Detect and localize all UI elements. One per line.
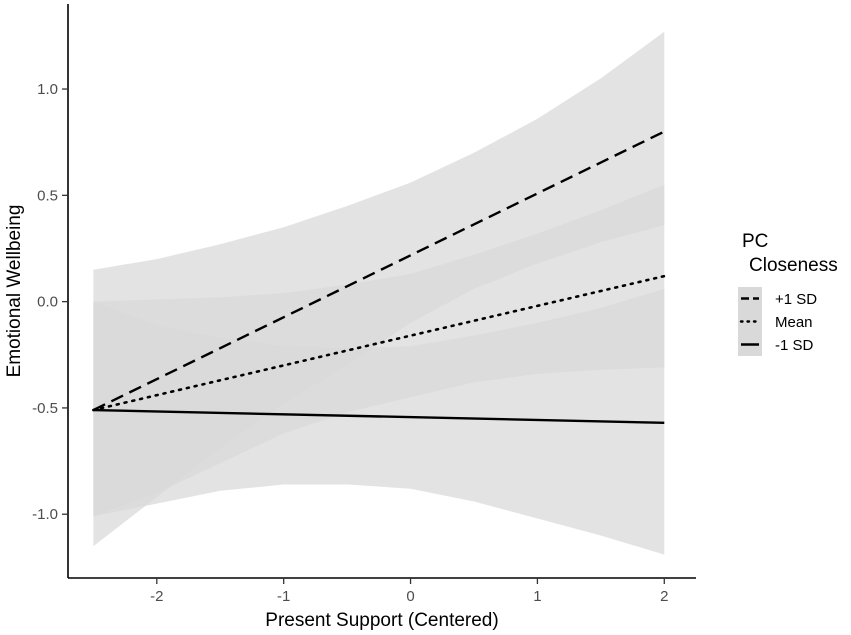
x-tick-label: 2 xyxy=(660,588,668,605)
series-line-1 xyxy=(92,130,665,412)
axes xyxy=(67,4,696,579)
series-lines xyxy=(92,130,666,425)
legend-title-line-1: PC xyxy=(742,231,768,252)
legend: PC Closeness +1 SD Mean -1 SD xyxy=(738,231,838,356)
x-tick-label: 0 xyxy=(406,588,414,605)
x-ticks: -2 -1 0 1 2 xyxy=(150,578,668,605)
y-tick-label: -1.0 xyxy=(32,506,58,523)
legend-title-line-2: Closeness xyxy=(749,255,838,276)
y-tick-label: -0.5 xyxy=(32,400,58,417)
x-tick-label: 1 xyxy=(533,588,541,605)
y-ticks: -1.0 -0.5 0.0 0.5 1.0 xyxy=(32,81,68,523)
legend-item: +1 SD xyxy=(738,287,817,310)
band-3 xyxy=(93,288,665,555)
legend-label: Mean xyxy=(775,314,813,331)
legend-item: -1 SD xyxy=(738,333,814,356)
legend-label: +1 SD xyxy=(775,291,817,308)
legend-item: Mean xyxy=(738,310,813,333)
x-tick-label: -2 xyxy=(150,588,163,605)
legend-label: -1 SD xyxy=(775,337,814,354)
y-tick-label: 0.5 xyxy=(37,187,58,204)
legend-items: +1 SD Mean -1 SD xyxy=(738,287,817,356)
x-tick-label: -1 xyxy=(277,588,290,605)
legend-key-swatch xyxy=(738,287,762,310)
x-axis-title: Present Support (Centered) xyxy=(265,610,498,631)
y-tick-label: 1.0 xyxy=(37,81,58,98)
series-line-3 xyxy=(93,408,665,425)
series-line-2 xyxy=(92,274,666,412)
y-axis-title: Emotional Wellbeing xyxy=(4,205,25,378)
y-tick-label: 0.0 xyxy=(37,294,58,311)
confidence-bands xyxy=(93,31,665,555)
